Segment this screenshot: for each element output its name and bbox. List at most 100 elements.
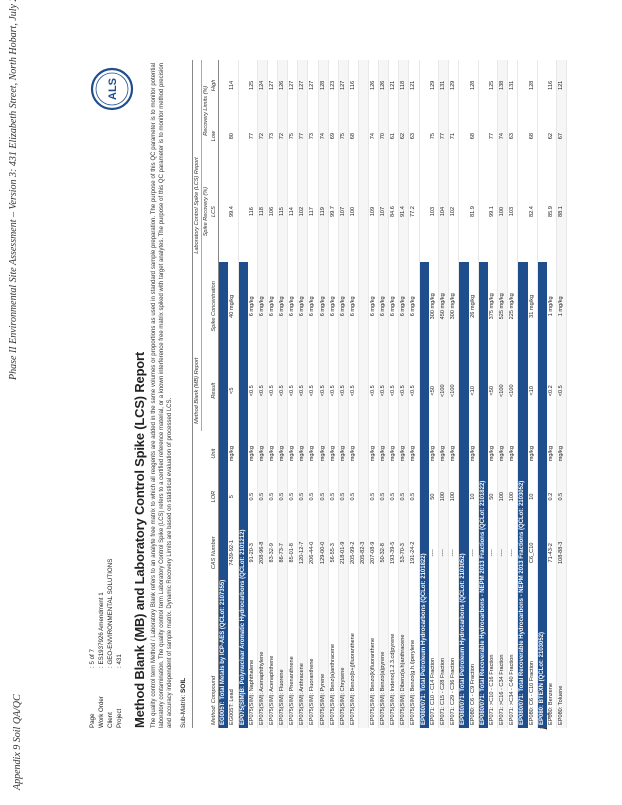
lcs-recovery: 77.2 xyxy=(408,161,419,262)
table-row: EP075(SIM): Benzo(a)pyrene 50-32-8 0.5 mg/k… xyxy=(378,60,389,728)
table-row: EP071: >C16 - C34 Fraction ---- 100 mg/kg <1… xyxy=(497,60,508,728)
recovery-high: 129 xyxy=(448,60,459,111)
recovery-low: 75 xyxy=(428,110,439,162)
unit-value xyxy=(358,430,369,477)
cas-number: 205-82-3 xyxy=(358,516,369,590)
table-row: EP075(SIM): Benz(a)anthracene 56-55-3 0.5 m… xyxy=(328,60,339,728)
lor-value: 0.5 xyxy=(247,476,258,517)
report-intro: The quality control term Method / Labora… xyxy=(151,63,173,728)
cas-number: 120-12-7 xyxy=(297,516,308,590)
table-row: EP075(SIM): Fluoranthene 206-44-0 0.5 mg/kg… xyxy=(307,60,319,728)
recovery-high: 129 xyxy=(428,60,439,111)
unit-value: mg/kg xyxy=(318,430,329,477)
mb-result: <0.5 xyxy=(297,350,308,431)
lor-value: 0.5 xyxy=(257,476,268,517)
cas-number: 208-96-8 xyxy=(257,516,268,590)
recovery-high: 126 xyxy=(378,60,389,111)
lcs-recovery: 102 xyxy=(297,161,308,262)
table-row: EP075(SIM): Acenaphthylene 208-96-8 0.5 mg/… xyxy=(257,60,268,728)
recovery-high: 127 xyxy=(297,60,308,111)
cas-number: 193-39-5 xyxy=(388,516,399,590)
mb-result: <50 xyxy=(428,350,439,431)
recovery-high: 125 xyxy=(247,60,258,111)
compound-name: EP075(SIM): Anthracene xyxy=(297,589,308,728)
recovery-high: 128 xyxy=(527,60,538,111)
lor-value: 50 xyxy=(428,476,439,517)
lor-value xyxy=(358,476,369,517)
cas-number: ---- xyxy=(488,516,498,590)
unit-value: mg/kg xyxy=(507,430,518,477)
lcs-recovery: 99.1 xyxy=(488,161,498,262)
lcs-recovery: 82.4 xyxy=(527,161,538,262)
compound-name: EP075(SIM): Naphthalene xyxy=(247,589,258,728)
spike-concentration: 6 mg/kg xyxy=(318,261,329,351)
lcs-recovery: 118 xyxy=(257,161,268,262)
unit-value: mg/kg xyxy=(527,430,538,477)
spike-concentration: 6 mg/kg xyxy=(297,261,308,351)
mb-result: <10 xyxy=(527,350,538,431)
section-title: EP080/071: Total Recoverable Hydrocarbon… xyxy=(478,261,489,728)
section-header: EP080/071: Total Recoverable Hydrocarbon… xyxy=(478,60,489,728)
mb-result: <0.5 xyxy=(287,350,298,431)
lcs-recovery: 100 xyxy=(497,161,508,262)
compound-name: EP071: >C34 - C40 Fraction xyxy=(507,589,518,728)
compound-name: EP080: C6 - C9 Fraction xyxy=(468,589,479,728)
mb-result: <100 xyxy=(448,350,459,431)
col-low: Low xyxy=(210,110,219,162)
section-title: EP075(SIM)B: Polynuclear Aromatic Hydroc… xyxy=(238,261,248,728)
cas-number: ---- xyxy=(468,516,479,590)
cas-number: 129-00-0 xyxy=(318,516,329,590)
cas-number: 53-70-3 xyxy=(398,516,409,590)
lor-value: 0.5 xyxy=(338,476,349,517)
lcs-recovery: 102 xyxy=(448,161,459,262)
mb-result: <0.5 xyxy=(348,350,359,431)
lcs-recovery: 107 xyxy=(338,161,349,262)
lcs-recovery: 85.9 xyxy=(547,161,557,262)
mb-result: <10 xyxy=(468,350,479,431)
table-row: EP080: Benzene 71-43-2 0.2 mg/kg <0.2 1 mg/kg… xyxy=(547,60,557,728)
unit-value: mg/kg xyxy=(307,430,319,477)
lor-value: 0.5 xyxy=(348,476,359,517)
header-info: Page: 5 of 7 Work Order: ES1937926 Amend… xyxy=(88,559,124,728)
cas-number: 91-20-3 xyxy=(247,516,258,590)
section-header: EP080/071: Total Recoverable Hydrocarbon… xyxy=(517,60,528,728)
col-unit: Unit xyxy=(210,430,219,477)
table-row: EP071: C15 - C28 Fraction ---- 100 mg/kg <10… xyxy=(438,60,449,728)
lor-value: 10 xyxy=(527,476,538,517)
logo-text: ALS xyxy=(107,78,119,100)
recovery-high: 123 xyxy=(328,60,339,111)
compound-name: EP071: C15 - C28 Fraction xyxy=(438,589,449,728)
compound-name: EP080: Benzene xyxy=(547,589,557,728)
recovery-low: 74 xyxy=(368,110,379,162)
spike-concentration: 525 mg/kg xyxy=(497,261,508,351)
lcs-recovery: 84.6 xyxy=(388,161,399,262)
spike-concentration: 6 mg/kg xyxy=(388,261,399,351)
spike-concentration: 40 mg/kg xyxy=(228,261,238,351)
compound-name: EP080: C6 - C10 Fraction xyxy=(527,589,538,728)
cas-number: ---- xyxy=(507,516,518,590)
compound-name: EP075(SIM): Indeno(1.2.3.cd)pyrene xyxy=(388,589,399,728)
recovery-low: 77 xyxy=(438,110,449,162)
compound-name: EP075(SIM): Benzo(b+j)fluoranthene xyxy=(348,589,359,728)
recovery-high: 124 xyxy=(257,60,268,111)
unit-value: mg/kg xyxy=(368,430,379,477)
mb-result: <0.5 xyxy=(267,350,278,431)
compound-name: EP075(SIM): Benzo(k)fluoranthene xyxy=(368,589,379,728)
mb-result: <0.5 xyxy=(398,350,409,431)
recovery-high: 128 xyxy=(318,60,329,111)
spike-concentration xyxy=(358,261,369,351)
compound-name: EP075(SIM): Benzo(g.h.i)perylene xyxy=(408,589,419,728)
unit-value: mg/kg xyxy=(448,430,459,477)
recovery-high: 116 xyxy=(348,60,359,111)
lcs-recovery: 103 xyxy=(428,161,439,262)
spike-concentration: 225 mg/kg xyxy=(507,261,518,351)
lor-value: 0.5 xyxy=(267,476,278,517)
recovery-low: 71 xyxy=(448,110,459,162)
mb-result: <0.5 xyxy=(277,350,288,431)
unit-value: mg/kg xyxy=(556,430,567,477)
recovery-low: 68 xyxy=(468,110,479,162)
cas-number: 50-32-8 xyxy=(378,516,389,590)
lor-value: 10 xyxy=(468,476,479,517)
table-row: 205-82-3 xyxy=(358,60,369,728)
recovery-high: 125 xyxy=(488,60,498,111)
